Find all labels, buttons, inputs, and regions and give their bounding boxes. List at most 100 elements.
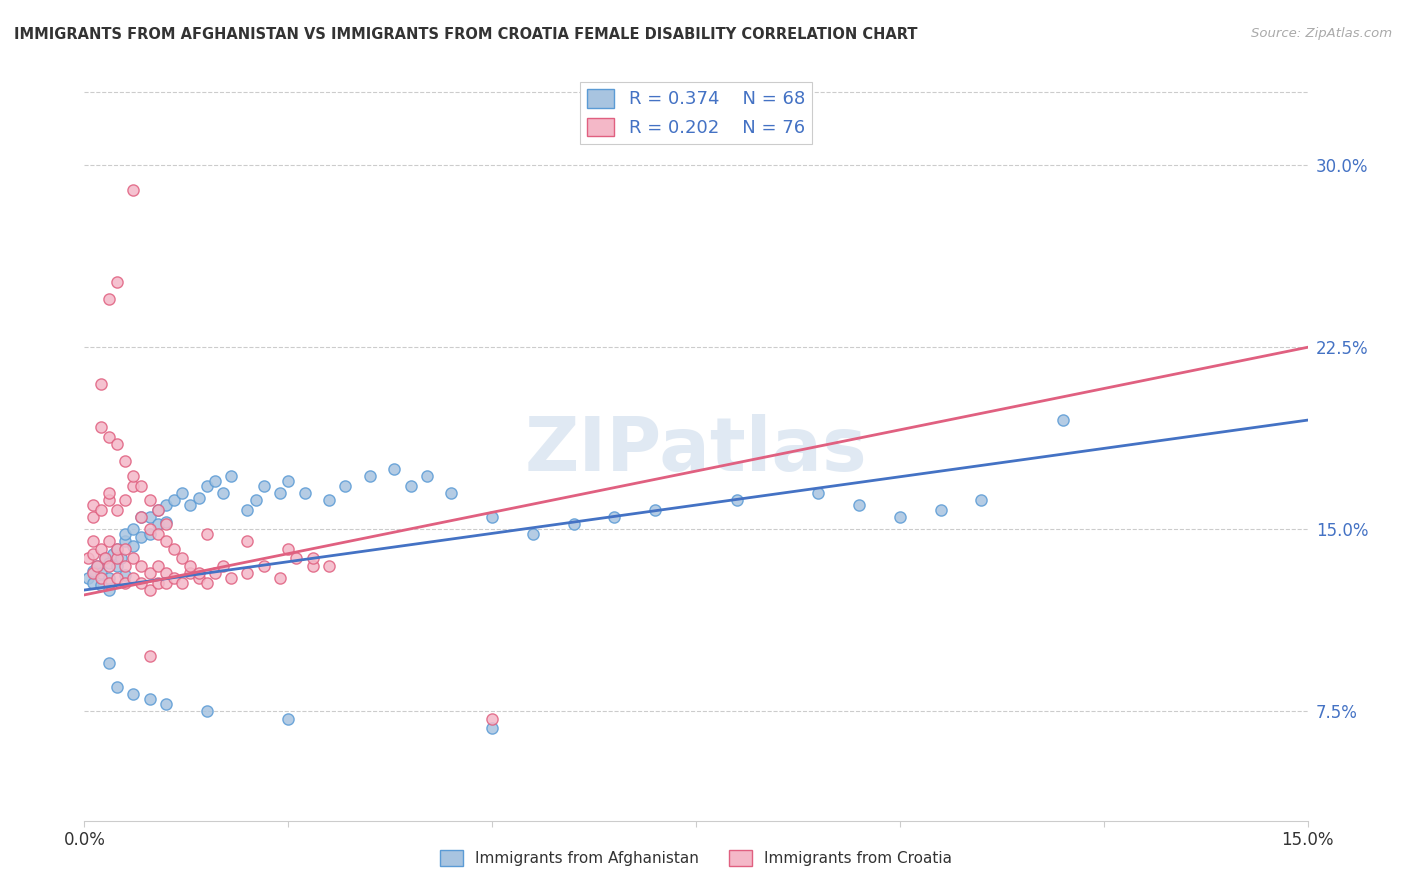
Point bbox=[236, 534, 259, 549]
Legend: Immigrants from Afghanistan, Immigrants from Croatia: Immigrants from Afghanistan, Immigrants … bbox=[433, 844, 959, 872]
Point bbox=[138, 527, 160, 541]
Point bbox=[138, 493, 160, 508]
Point bbox=[219, 571, 242, 585]
Point bbox=[93, 551, 115, 566]
Point bbox=[131, 575, 153, 590]
Point bbox=[131, 510, 153, 524]
Point bbox=[105, 503, 128, 517]
Point bbox=[110, 551, 132, 566]
Point bbox=[114, 527, 136, 541]
Point bbox=[131, 530, 153, 544]
Point bbox=[269, 571, 291, 585]
Point bbox=[90, 503, 112, 517]
Point bbox=[105, 541, 128, 556]
Point bbox=[179, 566, 201, 580]
Point bbox=[122, 551, 145, 566]
Point bbox=[155, 534, 177, 549]
Point bbox=[253, 478, 276, 492]
Point bbox=[138, 648, 160, 663]
Point bbox=[399, 478, 422, 492]
Point bbox=[105, 541, 128, 556]
Point bbox=[105, 275, 128, 289]
Point bbox=[122, 687, 145, 701]
Point bbox=[155, 517, 177, 532]
Point bbox=[122, 539, 145, 553]
Point bbox=[807, 486, 830, 500]
Point bbox=[97, 571, 120, 585]
Point bbox=[82, 575, 104, 590]
Point bbox=[105, 437, 128, 451]
Point bbox=[644, 503, 666, 517]
Point bbox=[301, 558, 323, 573]
Point bbox=[114, 541, 136, 556]
Point bbox=[131, 478, 153, 492]
Point bbox=[146, 558, 169, 573]
Point bbox=[77, 551, 100, 566]
Point bbox=[212, 486, 235, 500]
Point bbox=[97, 575, 120, 590]
Point bbox=[114, 454, 136, 468]
Point bbox=[97, 557, 120, 571]
Point bbox=[114, 534, 136, 549]
Point bbox=[172, 551, 194, 566]
Point bbox=[269, 486, 291, 500]
Point bbox=[219, 469, 242, 483]
Point bbox=[97, 534, 120, 549]
Point bbox=[82, 566, 104, 580]
Point bbox=[204, 566, 226, 580]
Point bbox=[93, 551, 115, 566]
Point bbox=[146, 503, 169, 517]
Point bbox=[481, 722, 503, 736]
Point bbox=[195, 478, 218, 492]
Point bbox=[277, 712, 299, 726]
Point bbox=[82, 564, 104, 578]
Point bbox=[236, 503, 259, 517]
Point bbox=[82, 510, 104, 524]
Point bbox=[146, 517, 169, 532]
Point bbox=[163, 493, 186, 508]
Point bbox=[416, 469, 439, 483]
Point bbox=[90, 566, 112, 580]
Point bbox=[277, 474, 299, 488]
Point bbox=[146, 575, 169, 590]
Point bbox=[90, 541, 112, 556]
Point bbox=[122, 571, 145, 585]
Point bbox=[204, 474, 226, 488]
Point bbox=[562, 517, 585, 532]
Point bbox=[90, 376, 112, 391]
Point bbox=[187, 571, 209, 585]
Text: ZIPatlas: ZIPatlas bbox=[524, 414, 868, 487]
Point bbox=[155, 515, 177, 529]
Point bbox=[155, 697, 177, 711]
Point bbox=[172, 575, 194, 590]
Point bbox=[440, 486, 463, 500]
Point bbox=[522, 527, 544, 541]
Point bbox=[195, 705, 218, 719]
Point bbox=[90, 578, 112, 592]
Text: IMMIGRANTS FROM AFGHANISTAN VS IMMIGRANTS FROM CROATIA FEMALE DISABILITY CORRELA: IMMIGRANTS FROM AFGHANISTAN VS IMMIGRANT… bbox=[14, 27, 918, 42]
Point bbox=[187, 566, 209, 580]
Point bbox=[97, 656, 120, 670]
Point bbox=[122, 182, 145, 196]
Point bbox=[359, 469, 381, 483]
Point bbox=[195, 575, 218, 590]
Point bbox=[146, 503, 169, 517]
Point bbox=[929, 503, 952, 517]
Point bbox=[101, 547, 124, 561]
Point bbox=[97, 493, 120, 508]
Point bbox=[481, 510, 503, 524]
Point bbox=[155, 575, 177, 590]
Point bbox=[155, 566, 177, 580]
Point bbox=[294, 486, 316, 500]
Point bbox=[382, 461, 405, 475]
Point bbox=[82, 498, 104, 512]
Point bbox=[90, 420, 112, 434]
Text: Source: ZipAtlas.com: Source: ZipAtlas.com bbox=[1251, 27, 1392, 40]
Point bbox=[114, 558, 136, 573]
Point bbox=[114, 493, 136, 508]
Point bbox=[155, 498, 177, 512]
Point bbox=[1052, 413, 1074, 427]
Point bbox=[138, 510, 160, 524]
Point bbox=[848, 498, 870, 512]
Point bbox=[195, 527, 218, 541]
